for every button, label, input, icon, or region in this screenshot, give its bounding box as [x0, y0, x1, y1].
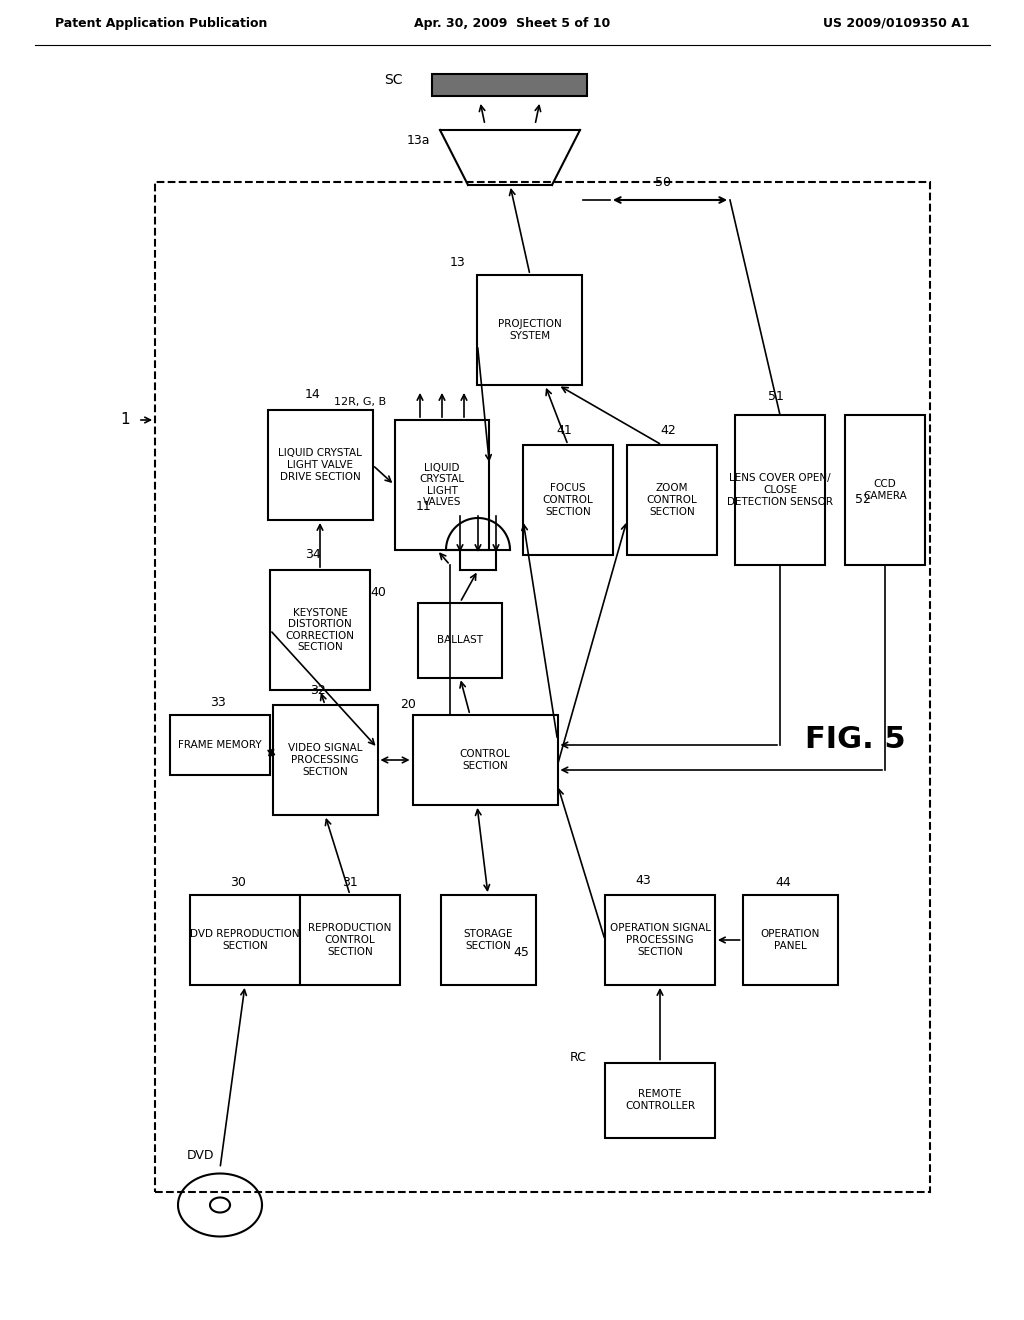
FancyBboxPatch shape [605, 1063, 715, 1138]
FancyBboxPatch shape [272, 705, 378, 814]
Text: 40: 40 [370, 586, 386, 599]
Text: 52: 52 [855, 494, 870, 507]
Text: 13a: 13a [407, 133, 430, 147]
FancyBboxPatch shape [742, 895, 838, 985]
Text: 1: 1 [120, 412, 130, 428]
FancyBboxPatch shape [300, 895, 400, 985]
FancyBboxPatch shape [432, 74, 588, 96]
Text: Apr. 30, 2009  Sheet 5 of 10: Apr. 30, 2009 Sheet 5 of 10 [414, 16, 610, 29]
Text: 12R, G, B: 12R, G, B [335, 397, 387, 407]
Text: 45: 45 [513, 946, 528, 960]
Text: REPRODUCTION
CONTROL
SECTION: REPRODUCTION CONTROL SECTION [308, 924, 392, 957]
Text: CCD
CAMERA: CCD CAMERA [863, 479, 907, 500]
Text: REMOTE
CONTROLLER: REMOTE CONTROLLER [625, 1089, 695, 1111]
Text: OPERATION SIGNAL
PROCESSING
SECTION: OPERATION SIGNAL PROCESSING SECTION [609, 924, 711, 957]
FancyBboxPatch shape [270, 570, 370, 690]
Text: 44: 44 [775, 876, 791, 890]
Text: LENS COVER OPEN/
CLOSE
DETECTION SENSOR: LENS COVER OPEN/ CLOSE DETECTION SENSOR [727, 474, 833, 507]
Text: FIG. 5: FIG. 5 [805, 726, 905, 755]
Text: 32: 32 [310, 684, 326, 697]
Text: OPERATION
PANEL: OPERATION PANEL [760, 929, 819, 950]
Text: FRAME MEMORY: FRAME MEMORY [178, 741, 262, 750]
FancyBboxPatch shape [418, 602, 503, 677]
Text: VIDEO SIGNAL
PROCESSING
SECTION: VIDEO SIGNAL PROCESSING SECTION [288, 743, 362, 776]
Text: 50: 50 [655, 176, 671, 189]
FancyBboxPatch shape [190, 895, 300, 985]
Text: 33: 33 [210, 697, 225, 710]
Text: 13: 13 [450, 256, 466, 269]
Text: RC: RC [570, 1051, 587, 1064]
FancyBboxPatch shape [267, 411, 373, 520]
Text: US 2009/0109350 A1: US 2009/0109350 A1 [823, 16, 970, 29]
Text: 41: 41 [556, 424, 571, 437]
Text: 31: 31 [342, 876, 357, 890]
FancyBboxPatch shape [605, 895, 715, 985]
Text: 51: 51 [768, 391, 784, 404]
Text: PROJECTION
SYSTEM: PROJECTION SYSTEM [498, 319, 562, 341]
Text: 34: 34 [305, 549, 321, 561]
FancyBboxPatch shape [413, 715, 557, 805]
Text: Patent Application Publication: Patent Application Publication [55, 16, 267, 29]
FancyBboxPatch shape [440, 895, 536, 985]
Text: 42: 42 [660, 424, 676, 437]
Text: DVD REPRODUCTION
SECTION: DVD REPRODUCTION SECTION [190, 929, 300, 950]
Text: 11: 11 [416, 499, 431, 512]
Text: STORAGE
SECTION: STORAGE SECTION [463, 929, 513, 950]
Text: 30: 30 [230, 876, 246, 890]
FancyBboxPatch shape [477, 275, 583, 385]
Text: CONTROL
SECTION: CONTROL SECTION [460, 750, 510, 771]
Text: 43: 43 [635, 874, 650, 887]
Text: 14: 14 [305, 388, 321, 401]
FancyBboxPatch shape [170, 715, 270, 775]
Text: BALLAST: BALLAST [437, 635, 483, 645]
FancyBboxPatch shape [523, 445, 613, 554]
Text: ZOOM
CONTROL
SECTION: ZOOM CONTROL SECTION [646, 483, 697, 516]
Text: 20: 20 [400, 698, 416, 711]
FancyBboxPatch shape [735, 414, 825, 565]
Text: KEYSTONE
DISTORTION
CORRECTION
SECTION: KEYSTONE DISTORTION CORRECTION SECTION [286, 607, 354, 652]
Text: SC: SC [384, 73, 402, 87]
FancyBboxPatch shape [627, 445, 717, 554]
Text: DVD: DVD [186, 1148, 214, 1162]
Text: LIQUID CRYSTAL
LIGHT VALVE
DRIVE SECTION: LIQUID CRYSTAL LIGHT VALVE DRIVE SECTION [279, 449, 361, 482]
Text: FOCUS
CONTROL
SECTION: FOCUS CONTROL SECTION [543, 483, 593, 516]
FancyBboxPatch shape [394, 420, 489, 550]
Text: LIQUID
CRYSTAL
LIGHT
VALVES: LIQUID CRYSTAL LIGHT VALVES [420, 462, 465, 507]
FancyBboxPatch shape [845, 414, 925, 565]
